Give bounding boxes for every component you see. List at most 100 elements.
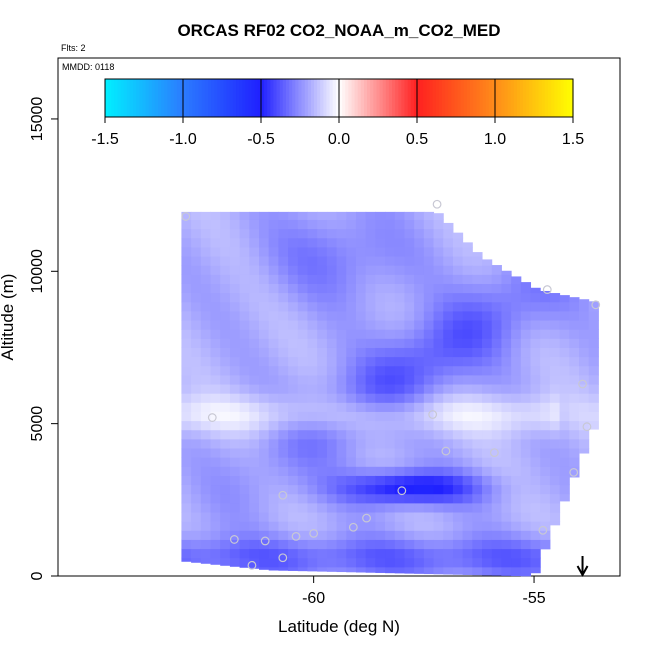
heatmap-cell [511,566,522,577]
heatmap-cell [346,393,357,403]
heatmap-cell [220,438,231,449]
heatmap-cell [404,566,415,574]
heatmap-cell [385,320,396,330]
heatmap-cell [278,566,289,571]
colorbar-cell [245,79,250,117]
heatmap-cell [462,246,473,257]
heatmap-cell [220,292,231,303]
heatmap-cell [501,411,512,422]
heatmap-cell [423,429,435,440]
heatmap-cell [229,246,241,257]
colorbar-cell [423,79,427,117]
heatmap-cell [482,329,493,339]
heatmap-cell [200,365,212,376]
heatmap-cell [385,338,396,348]
heatmap-cell [346,347,357,358]
heatmap-cell [336,256,347,266]
heatmap-cell [520,457,532,467]
heatmap-cell [181,329,192,339]
heatmap-cell [307,310,318,321]
heatmap-cell [520,557,532,568]
heatmap-cell [443,384,454,394]
heatmap-cell [549,512,561,522]
heatmap-cell [404,301,415,312]
heatmap-cell [288,292,299,303]
heatmap-cell [462,484,473,495]
heatmap-cell [452,502,464,513]
colorbar-cell [232,79,237,117]
heatmap-cell [462,420,473,431]
heatmap-cell [229,320,241,330]
colorbar-cell [298,79,303,117]
heatmap-cell [540,356,551,367]
heatmap-cell [317,393,328,403]
heatmap-cell [200,356,212,367]
heatmap-cell [346,402,357,412]
heatmap-cell [559,338,570,348]
colorbar-cell [407,79,412,117]
heatmap-cell [472,548,483,559]
heatmap-cell [288,228,299,239]
heatmap-cell [404,512,415,522]
heatmap-cell [229,219,241,230]
heatmap-cell [200,420,212,431]
heatmap-cell [579,347,590,358]
colorbar-cell [242,79,246,117]
heatmap-cell [511,374,522,385]
heatmap-cell [491,283,502,294]
heatmap-cell [288,466,299,476]
heatmap-cell [268,384,279,394]
heatmap-cell [249,493,260,504]
heatmap-cell [365,475,376,486]
heatmap-cell [530,429,541,440]
heatmap-cell [210,393,221,403]
heatmap-cell [249,320,260,330]
heatmap-cell [307,566,318,572]
heatmap-cell [472,301,483,312]
heatmap-cell [433,384,444,394]
heatmap-cell [249,539,260,550]
heatmap-cell [220,320,231,330]
heatmap-cell [588,320,599,330]
heatmap-cell [579,429,590,440]
heatmap-cell [239,365,250,376]
heatmap-cell [549,420,561,431]
heatmap-cell [297,466,308,476]
heatmap-cell [520,521,532,531]
heatmap-cell [239,384,250,394]
heatmap-cell [181,548,192,559]
heatmap-cell [491,521,502,531]
heatmap-cell [501,384,512,394]
heatmap-cell [462,539,473,550]
heatmap-cell [220,219,231,230]
heatmap-cell [549,356,561,367]
heatmap-cell [414,347,425,358]
heatmap-cell [229,265,241,275]
heatmap-cell [530,448,541,458]
colorbar-cell [139,79,144,117]
heatmap-cell [375,493,386,504]
heatmap-cell [297,356,308,367]
heatmap-cell [307,338,318,348]
heatmap-cell [511,411,522,422]
heatmap-cell [375,301,386,312]
heatmap-cell [404,475,415,486]
heatmap-cell [530,329,541,339]
heatmap-cell [433,228,444,239]
heatmap-cell [220,338,231,348]
heatmap-cell [200,493,212,504]
heatmap-cell [443,484,454,495]
heatmap-cell [365,429,376,440]
heatmap-cell [569,411,580,422]
heatmap-cell [482,320,493,330]
heatmap-cell [491,274,502,284]
heatmap-cell [258,356,270,367]
heatmap-cell [258,384,270,394]
heatmap-cell [307,539,318,550]
heatmap-cell [579,448,590,454]
heatmap-cell [307,475,318,486]
arrow-down-icon [576,556,589,578]
colorbar-cell [142,79,147,117]
colorbar-cell [151,79,156,117]
heatmap-cell [297,219,308,230]
